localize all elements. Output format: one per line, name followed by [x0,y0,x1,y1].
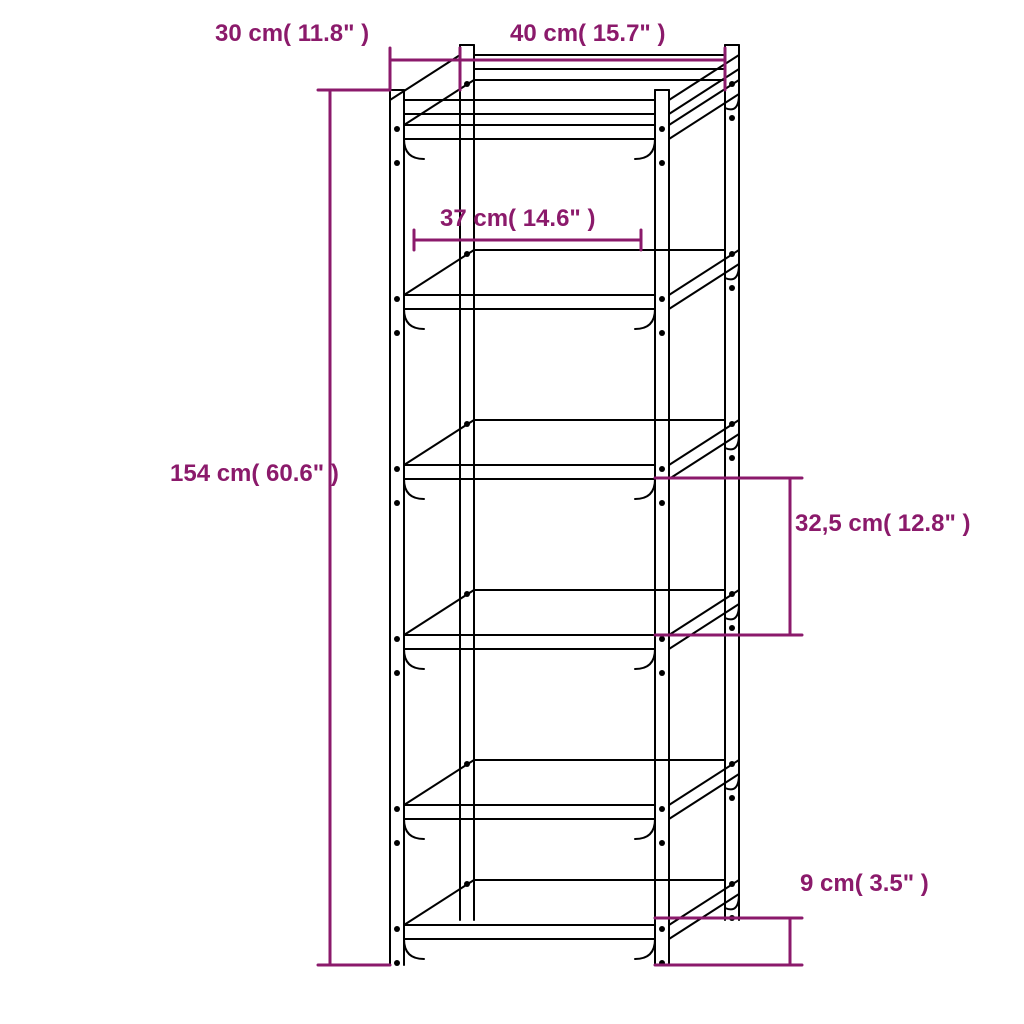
dim-foot-label: 9 cm( 3.5" ) [800,870,929,898]
dim-width-label: 40 cm( 15.7" ) [510,20,665,48]
dim-shelf-gap-label: 32,5 cm( 12.8" ) [795,510,970,538]
dim-depth-label: 30 cm( 11.8" ) [215,20,369,48]
dim-inner-width-label: 37 cm( 14.6" ) [440,205,595,233]
diagram-stage: 30 cm( 11.8" ) 40 cm( 15.7" ) 37 cm( 14.… [0,0,1024,1024]
dim-height-label: 154 cm( 60.6" ) [170,460,339,488]
